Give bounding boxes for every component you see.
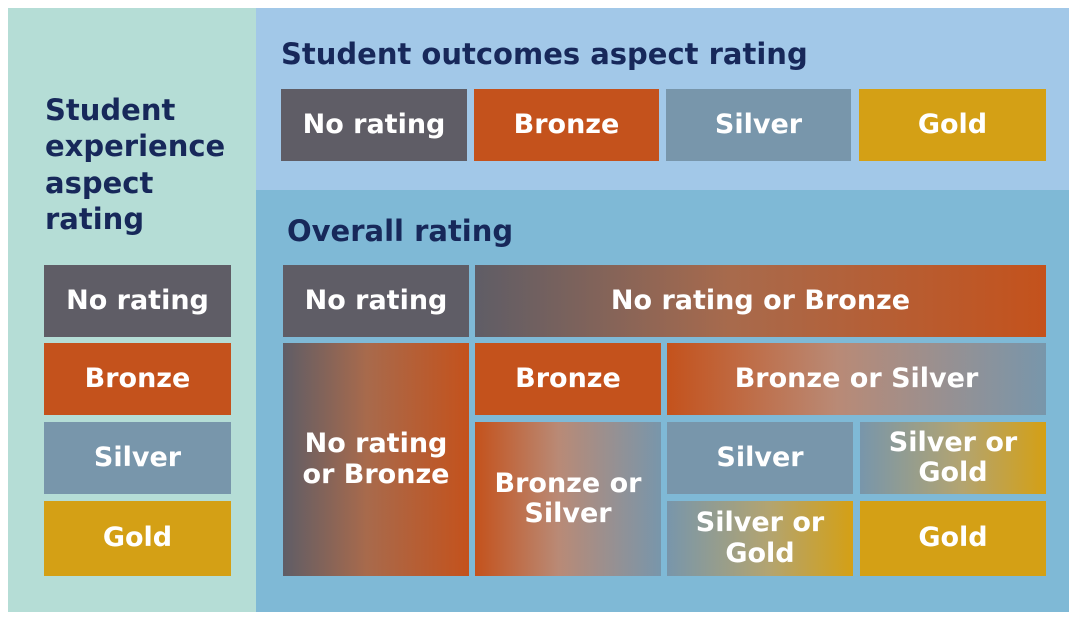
rating-box: Silver — [44, 422, 231, 494]
overall-title: Overall rating — [287, 214, 514, 248]
top-title: Student outcomes aspect rating — [281, 37, 808, 71]
rating-box: Bronze — [474, 89, 659, 161]
rating-box: Gold — [44, 501, 231, 576]
overall-cell: No rating or Bronze — [475, 265, 1046, 337]
rating-box: Gold — [859, 89, 1046, 161]
overall-cell: Bronze or Silver — [667, 343, 1046, 415]
overall-cell: Silver or Gold — [860, 422, 1046, 494]
overall-cell: Silver — [667, 422, 853, 494]
overall-cell: No rating or Bronze — [283, 343, 469, 576]
rating-box: No rating — [44, 265, 231, 337]
overall-cell: Gold — [860, 501, 1046, 576]
left-title: Student experience aspect rating — [45, 93, 226, 236]
overall-cell: Bronze — [475, 343, 661, 415]
rating-box: Bronze — [44, 343, 231, 415]
overall-cell: Silver or Gold — [667, 501, 853, 576]
rating-box: No rating — [281, 89, 467, 161]
overall-cell: Bronze or Silver — [475, 422, 661, 576]
rating-box: Silver — [666, 89, 851, 161]
overall-cell: No rating — [283, 265, 469, 337]
